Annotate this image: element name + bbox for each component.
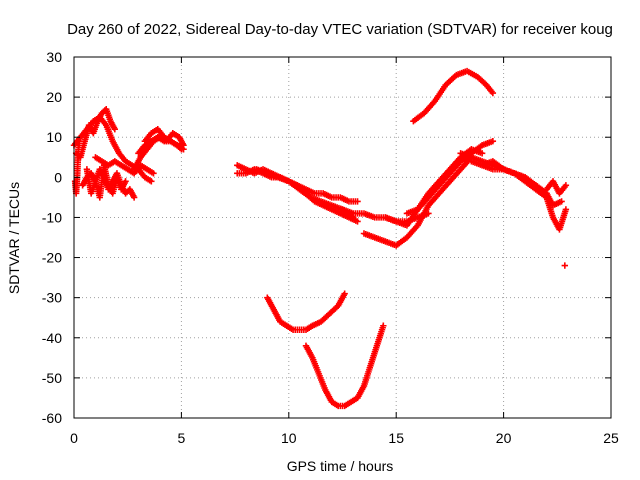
x-axis-ticks: 0 5 10 15 20 25 xyxy=(70,57,619,446)
x-tick-label: 5 xyxy=(178,430,186,446)
data-point xyxy=(478,150,486,157)
series-arc-late-2 xyxy=(468,158,570,233)
x-tick-label: 10 xyxy=(281,430,297,446)
series-arc-late-4 xyxy=(543,178,570,197)
series-arc-high xyxy=(410,67,497,125)
data-point xyxy=(354,198,361,205)
series-arc-mid-3 xyxy=(253,166,357,221)
x-tick-label: 0 xyxy=(70,430,78,446)
series-arc-early-5 xyxy=(71,138,83,197)
y-axis-ticks: -60 -50 -40 -30 -20 -10 0 10 20 30 xyxy=(42,49,611,426)
data-point xyxy=(562,182,570,189)
data-point xyxy=(561,262,569,269)
grid-lines xyxy=(74,57,611,418)
series-arc-early-6 xyxy=(92,154,157,177)
y-tick-label: -30 xyxy=(42,290,62,306)
data-point xyxy=(562,206,570,213)
y-tick-label: 0 xyxy=(54,169,62,185)
series-arc-early-1 xyxy=(70,113,155,185)
data-marks xyxy=(70,67,570,410)
data-point xyxy=(489,89,497,97)
x-axis-label: GPS time / hours xyxy=(287,458,394,474)
x-tick-label: 15 xyxy=(388,430,404,446)
y-tick-label: -10 xyxy=(42,209,62,225)
data-point xyxy=(341,290,348,297)
y-tick-label: 30 xyxy=(46,49,62,65)
series-outlier xyxy=(561,262,569,269)
y-tick-label: -60 xyxy=(42,410,62,426)
plot-frame xyxy=(73,56,612,419)
series-arc-low-1 xyxy=(264,290,348,333)
series-arc-early-9 xyxy=(135,134,185,157)
y-tick-label: 20 xyxy=(46,89,62,105)
y-tick-label: -40 xyxy=(42,330,62,346)
series-arc-late-3 xyxy=(478,158,550,197)
data-point xyxy=(130,194,138,201)
chart-title: Day 260 of 2022, Sidereal Day-to-day VTE… xyxy=(67,21,613,38)
x-tick-label: 25 xyxy=(603,430,619,446)
series-arc-low-2 xyxy=(302,322,387,410)
series-arc-early-4 xyxy=(83,162,129,201)
x-tick-label: 20 xyxy=(496,430,512,446)
data-point xyxy=(489,138,497,145)
data-point xyxy=(150,170,157,177)
series-arc-mid-5 xyxy=(360,154,475,249)
series-arc-early-8 xyxy=(141,126,187,153)
y-axis-label: SDTVAR / TECUs xyxy=(6,182,22,294)
y-tick-label: -20 xyxy=(42,250,62,266)
data-point xyxy=(148,178,155,185)
data-point xyxy=(76,138,83,145)
data-point xyxy=(122,178,129,185)
data-point xyxy=(380,322,387,329)
data-point xyxy=(558,198,565,205)
data-point xyxy=(178,146,185,153)
y-tick-label: 10 xyxy=(46,129,62,145)
data-point xyxy=(354,218,361,225)
y-tick-label: -50 xyxy=(42,370,62,386)
data-point xyxy=(111,126,119,133)
